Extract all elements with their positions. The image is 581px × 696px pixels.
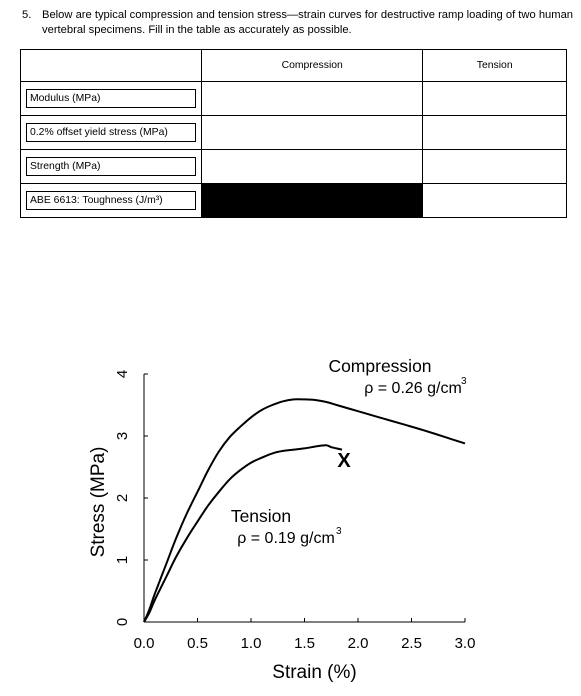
header-compression: Compression bbox=[200, 49, 424, 82]
row-label: Strength (MPa) bbox=[26, 157, 196, 176]
row-label: 0.2% offset yield stress (MPa) bbox=[26, 123, 196, 142]
row-label-cell: Modulus (MPa) bbox=[20, 81, 202, 116]
series-line-tension bbox=[143, 444, 343, 623]
question-text: Below are typical compression and tensio… bbox=[42, 9, 574, 36]
compression-label: Compression bbox=[328, 356, 431, 376]
blacked-out-cell bbox=[200, 183, 424, 218]
table-row: Strength (MPa) bbox=[20, 149, 567, 184]
y-tick-label: 4 bbox=[114, 370, 131, 378]
header-blank-cell bbox=[20, 49, 202, 82]
y-axis-title: Stress (MPa) bbox=[88, 447, 109, 558]
y-tick-label: 3 bbox=[114, 432, 131, 440]
tension-answer-cell[interactable] bbox=[422, 149, 567, 184]
x-tick-label: 3.0 bbox=[455, 635, 476, 652]
compression-answer-cell[interactable] bbox=[200, 81, 424, 116]
failure-marker: X bbox=[337, 450, 351, 472]
tension-label: Tension bbox=[231, 506, 291, 526]
x-axis-title: Strain (%) bbox=[272, 662, 356, 683]
chart-labels: Strain (%) Stress (MPa) X Compression ρ = 0.… bbox=[88, 356, 467, 683]
row-label: ABE 6613: Toughness (J/m³) bbox=[26, 191, 196, 210]
row-label-cell: 0.2% offset yield stress (MPa) bbox=[20, 115, 202, 150]
x-tick-label: 2.5 bbox=[401, 635, 422, 652]
chart-axes: 0.0 0.5 1.0 1.5 2.0 2.5 3.0 0 1 2 3 4 bbox=[114, 370, 475, 652]
series-line-compression bbox=[143, 398, 466, 623]
tension-answer-cell[interactable] bbox=[422, 183, 567, 218]
tension-density: ρ = 0.19 g/cm bbox=[237, 530, 335, 547]
x-tick-label: 2.0 bbox=[348, 635, 369, 652]
y-tick-label: 0 bbox=[114, 618, 131, 626]
row-label-cell: Strength (MPa) bbox=[20, 149, 202, 184]
tension-answer-cell[interactable] bbox=[422, 115, 567, 150]
table-header-row: Compression Tension bbox=[20, 49, 567, 82]
x-tick-label: 0.0 bbox=[134, 635, 155, 652]
compression-density: ρ = 0.26 g/cm bbox=[364, 380, 462, 397]
answer-table: Compression Tension Modulus (MPa) 0.2% o… bbox=[20, 49, 567, 218]
y-tick-label: 1 bbox=[114, 556, 131, 564]
x-tick-label: 1.5 bbox=[294, 635, 315, 652]
tension-density-exponent: 3 bbox=[336, 526, 342, 537]
table-row: 0.2% offset yield stress (MPa) bbox=[20, 115, 567, 150]
question-number: 5. bbox=[22, 9, 32, 21]
compression-answer-cell[interactable] bbox=[200, 115, 424, 150]
header-tension: Tension bbox=[422, 49, 567, 82]
table-row: ABE 6613: Toughness (J/m³) bbox=[20, 183, 567, 218]
x-tick-label: 1.0 bbox=[241, 635, 262, 652]
row-label-cell: ABE 6613: Toughness (J/m³) bbox=[20, 183, 202, 218]
compression-answer-cell[interactable] bbox=[200, 149, 424, 184]
chart-curves bbox=[143, 398, 466, 623]
table-row: Modulus (MPa) bbox=[20, 81, 567, 116]
row-label: Modulus (MPa) bbox=[26, 89, 196, 108]
y-tick-label: 2 bbox=[114, 494, 131, 502]
tension-answer-cell[interactable] bbox=[422, 81, 567, 116]
x-tick-label: 0.5 bbox=[187, 635, 208, 652]
compression-density-exponent: 3 bbox=[461, 376, 467, 387]
